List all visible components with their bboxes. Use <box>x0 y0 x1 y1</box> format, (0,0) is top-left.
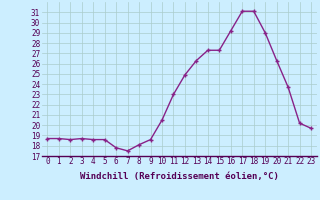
X-axis label: Windchill (Refroidissement éolien,°C): Windchill (Refroidissement éolien,°C) <box>80 172 279 181</box>
